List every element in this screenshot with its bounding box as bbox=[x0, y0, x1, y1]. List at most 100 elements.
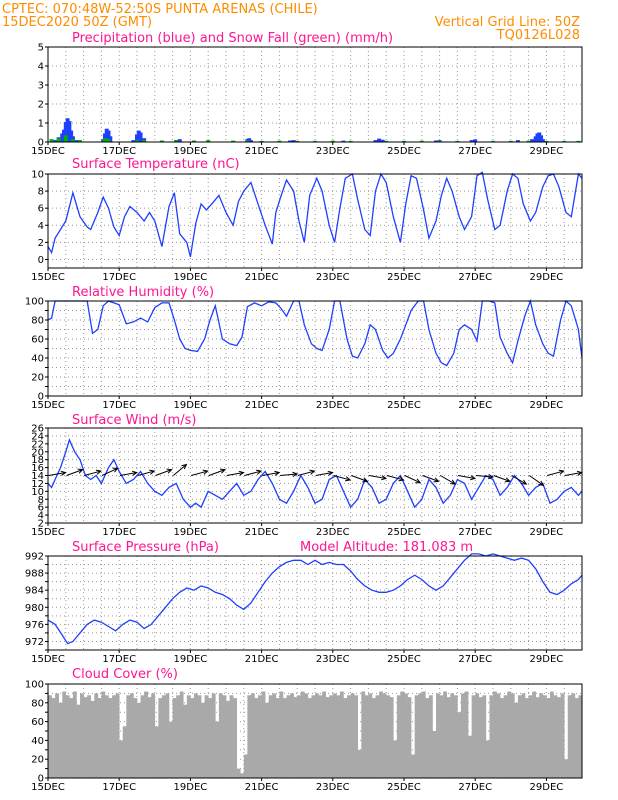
y-tick-label: 984 bbox=[25, 586, 44, 597]
cloud-cover-title: Cloud Cover (%) bbox=[72, 667, 178, 682]
x-tick-label: 17DEC bbox=[102, 782, 136, 793]
rh-series-line bbox=[47, 298, 583, 367]
wind-arrow bbox=[333, 475, 351, 481]
wind-arrow bbox=[137, 470, 155, 476]
cloud-cover-bar bbox=[147, 697, 152, 778]
wind-arrow-head bbox=[433, 477, 440, 483]
y-tick-label: 8 bbox=[38, 187, 44, 198]
snowfall-bar bbox=[206, 140, 211, 142]
cloud-cover-bar bbox=[183, 704, 188, 778]
cloud-cover-bar bbox=[236, 768, 241, 778]
cloud-cover-bar bbox=[557, 697, 561, 778]
cloud-cover-bar bbox=[574, 698, 579, 778]
precip-frame bbox=[47, 46, 583, 143]
wind-arrow bbox=[48, 472, 66, 476]
y-tick-label: 20 bbox=[31, 447, 44, 458]
snowfall-bar bbox=[102, 138, 107, 142]
snowfall-bar bbox=[576, 140, 581, 142]
precipitation-bar bbox=[377, 138, 382, 142]
x-tick-label: 19DEC bbox=[174, 146, 208, 157]
wind-arrow-head bbox=[292, 471, 299, 477]
cloud-cover-bar bbox=[201, 702, 205, 778]
cloud-cover-bar bbox=[514, 702, 519, 778]
snowfall-bar bbox=[348, 140, 353, 142]
precipitation-bar bbox=[469, 140, 474, 142]
cloud-cover-bar bbox=[510, 693, 515, 778]
x-tick-label: 25DEC bbox=[387, 527, 421, 538]
cloud-cover-bar bbox=[115, 693, 120, 778]
cloud-cover-bar bbox=[468, 735, 472, 778]
cloud-cover-bar bbox=[564, 759, 569, 778]
cloud-cover-bar bbox=[193, 693, 198, 778]
cloud-cover-bar bbox=[104, 695, 109, 778]
x-tick-label: 27DEC bbox=[458, 272, 492, 283]
cloud-cover-bar bbox=[243, 754, 248, 778]
cloud-cover-bar bbox=[169, 721, 173, 778]
wind-arrow-head bbox=[95, 469, 102, 475]
y-tick-label: 2 bbox=[38, 100, 44, 111]
cloud-cover-bar bbox=[460, 693, 465, 778]
x-tick-label: 23DEC bbox=[316, 400, 350, 411]
cloud-cover-bar bbox=[471, 695, 476, 778]
cloud-cover-bar bbox=[485, 740, 490, 778]
cloud-cover-bar bbox=[140, 695, 145, 778]
wind-arrow-head bbox=[504, 477, 511, 483]
cloud-cover-bar bbox=[414, 695, 419, 778]
y-tick-label: 4 bbox=[38, 62, 44, 73]
cloud-cover-bar bbox=[450, 693, 455, 778]
x-tick-label: 17DEC bbox=[102, 146, 136, 157]
cloud-cover-bar bbox=[343, 698, 348, 778]
cloud-cover-bar bbox=[339, 691, 344, 778]
cloud-cover-bar bbox=[336, 695, 341, 778]
wind-arrow-head bbox=[558, 469, 565, 475]
y-tick-label: 26 bbox=[31, 424, 44, 435]
pressure-title: Surface Pressure (hPa) bbox=[72, 540, 219, 555]
x-tick-label: 19DEC bbox=[174, 654, 208, 665]
wind-arrow-head bbox=[219, 468, 227, 474]
header-location: CPTEC: 070:48W-52:50S PUNTA ARENAS (CHIL… bbox=[2, 2, 318, 17]
wind-arrow bbox=[493, 475, 510, 482]
x-tick-label: 25DEC bbox=[387, 400, 421, 411]
y-tick-label: 5 bbox=[38, 43, 44, 54]
cloud-cover-bar bbox=[229, 695, 234, 778]
cloud-cover-bar bbox=[126, 695, 131, 778]
cloud-cover-bar bbox=[404, 693, 408, 778]
wind-arrow-head bbox=[149, 469, 156, 475]
cloud-cover-bar bbox=[250, 693, 255, 778]
cloud-cover-bar bbox=[571, 693, 576, 778]
y-tick-label: 2 bbox=[38, 519, 44, 530]
temp-series-line bbox=[47, 171, 583, 258]
cloud-cover-bar bbox=[101, 691, 106, 778]
wind-arrow-head bbox=[166, 468, 173, 474]
snowfall-bar bbox=[56, 138, 61, 142]
cloud-cover-bar bbox=[190, 698, 195, 778]
wind-arrow bbox=[440, 475, 456, 485]
pressure-frame bbox=[47, 555, 583, 651]
precipitation-bar bbox=[288, 140, 293, 142]
cloud-cover-bar bbox=[496, 693, 501, 778]
wind-arrow-head bbox=[469, 475, 477, 481]
wind-arrow-head bbox=[256, 469, 263, 475]
x-tick-label: 29DEC bbox=[530, 272, 564, 283]
cloud-cover-bar bbox=[240, 773, 245, 778]
precipitation-bar bbox=[53, 140, 58, 142]
cloud-frame bbox=[47, 683, 583, 779]
cloud-cover-bar bbox=[439, 695, 444, 778]
model-altitude-label: Model Altitude: 181.083 m bbox=[300, 540, 473, 555]
precipitation-bar bbox=[515, 140, 520, 142]
cloud-cover-bar bbox=[154, 726, 159, 778]
x-tick-label: 25DEC bbox=[387, 272, 421, 283]
wind-arrow bbox=[244, 470, 262, 476]
x-tick-label: 21DEC bbox=[245, 400, 279, 411]
cloud-cover-bar bbox=[268, 695, 273, 778]
wind-arrow bbox=[511, 475, 527, 485]
precipitation-bar bbox=[74, 140, 79, 142]
cloud-cover-bar bbox=[218, 693, 223, 778]
cloud-cover-bar bbox=[258, 695, 262, 778]
wind-arrow-head bbox=[345, 476, 352, 482]
cloud-cover-bar bbox=[542, 695, 547, 778]
x-tick-label: 17DEC bbox=[102, 527, 136, 538]
y-tick-label: 16 bbox=[31, 463, 44, 474]
cloud-cover-bar bbox=[144, 691, 148, 778]
